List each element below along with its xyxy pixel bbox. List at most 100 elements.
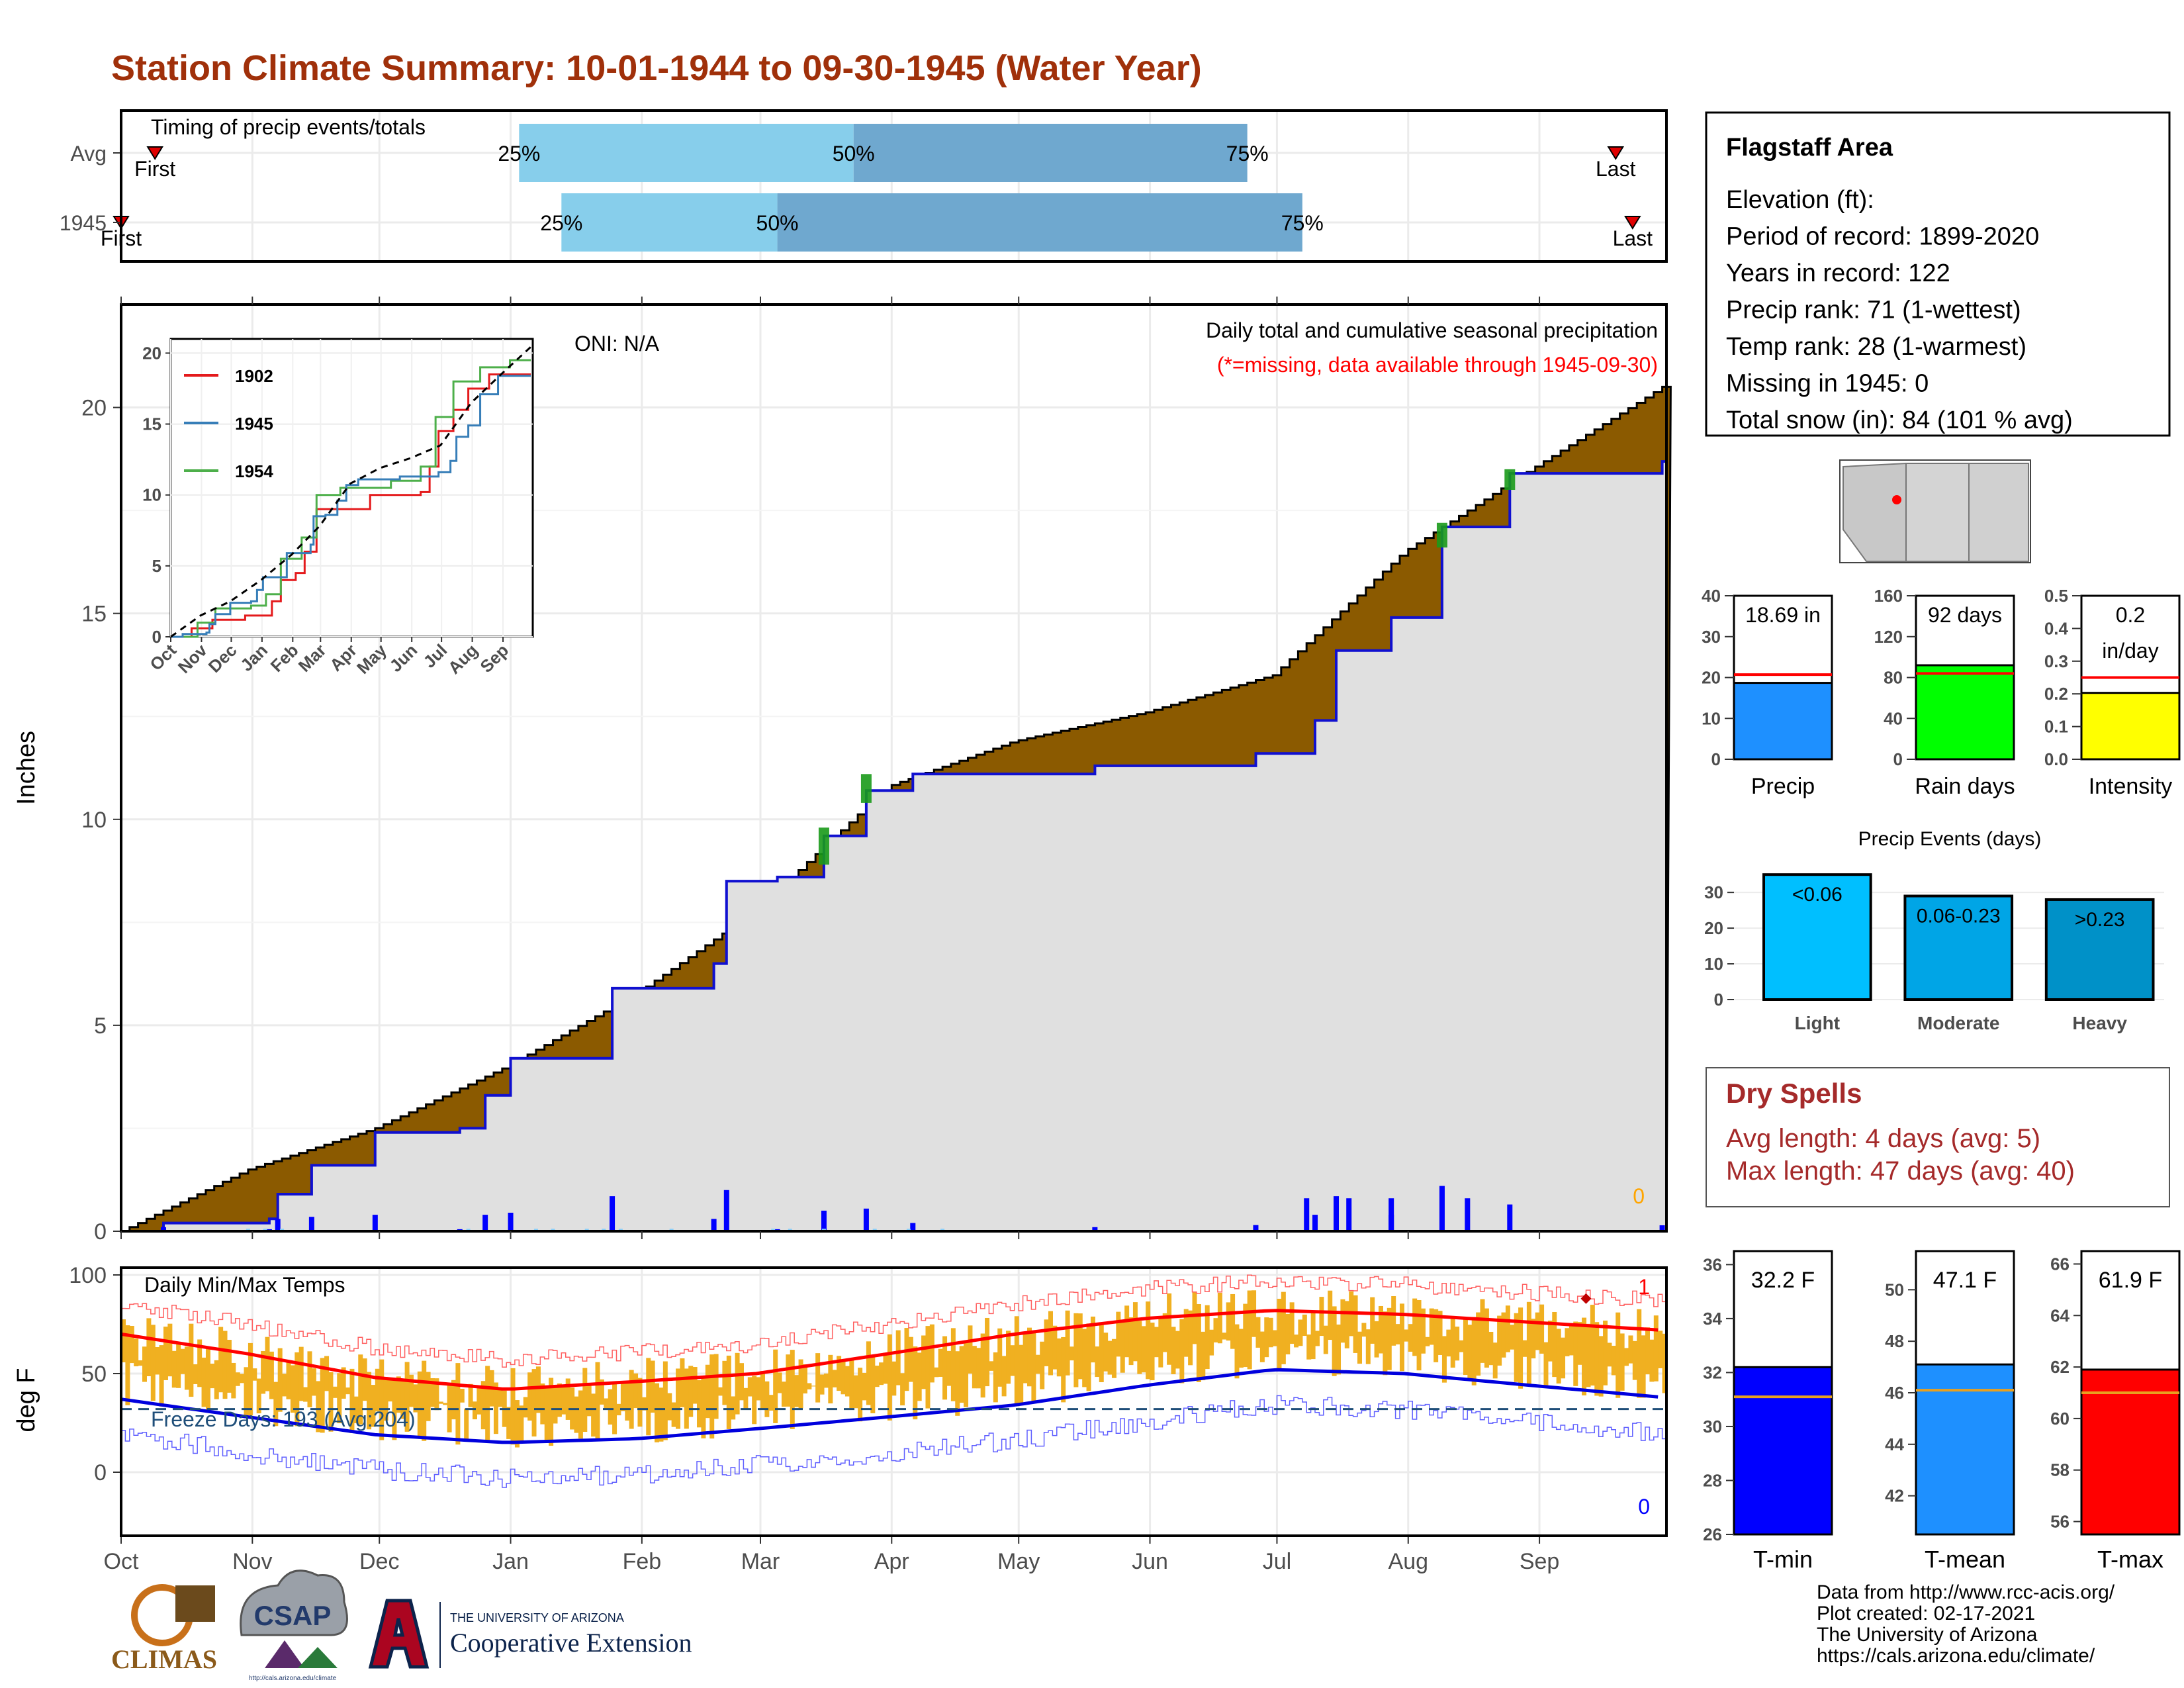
temp-tick-label: 48 (1885, 1331, 1904, 1351)
y-tick-label: 15 (81, 602, 107, 627)
daily-temp-bar (1179, 1319, 1185, 1383)
summary-tick-label: 0.5 (2044, 586, 2068, 606)
daily-temp-bar (625, 1382, 630, 1421)
daily-temp-bar (189, 1323, 194, 1397)
month-tick-label: Jan (492, 1549, 529, 1574)
summary-bar-chart: 0 10 20 30 40 18.69 in Precip (1702, 586, 1833, 799)
daily-temp-bar (1247, 1290, 1252, 1370)
daily-temp-bar (662, 1361, 668, 1440)
temp-frame (120, 1266, 1668, 1537)
month-tick-label: Sep (1520, 1549, 1560, 1574)
daily-precip-bar (160, 1227, 166, 1231)
daily-temp-bar (870, 1355, 876, 1413)
daily-precip-bar (1465, 1198, 1471, 1231)
daily-precip-bar (863, 1208, 869, 1231)
locator-map (1839, 459, 2031, 563)
daily-temp-bar (891, 1361, 897, 1396)
daily-temp-bar (1603, 1320, 1608, 1385)
temp-bar (2080, 1368, 2181, 1536)
daily-temp-bar (1425, 1336, 1430, 1346)
daily-temp-bar (1183, 1309, 1189, 1357)
daily-temp-bar (477, 1387, 482, 1415)
daily-temp-bar (286, 1360, 291, 1399)
daily-temp-bar (1624, 1348, 1629, 1366)
inset-y-tick: 5 (152, 556, 161, 576)
daily-temp-bar (900, 1373, 905, 1406)
daily-temp-bar (1658, 1331, 1663, 1368)
daily-temp-bar (256, 1378, 261, 1414)
daily-temp-bar (1044, 1319, 1049, 1366)
footer-line[interactable]: https://cals.arizona.edu/climate/ (1817, 1645, 2095, 1667)
daily-temp-bar (887, 1334, 892, 1421)
daily-temp-bar (1412, 1298, 1418, 1356)
daily-temp-bar (790, 1350, 795, 1429)
daily-temp-bar (1611, 1346, 1616, 1376)
temp-tick-label: 42 (1885, 1486, 1904, 1506)
cumulative-1945-area (121, 460, 1668, 1233)
daily-temp-bar (184, 1346, 189, 1390)
daily-temp-bar (1289, 1302, 1295, 1344)
page-title: Station Climate Summary: 10-01-1944 to 0… (111, 48, 1202, 88)
daily-temp-bar (1441, 1336, 1447, 1383)
daily-temp-bar (150, 1325, 156, 1401)
summary-bar-chart: 0 40 80 120 160 92 days Rain days (1874, 586, 2015, 799)
daily-temp-bar (1069, 1346, 1074, 1361)
dry-spells-box: Dry Spells Avg length: 4 days (avg: 5) Max… (1706, 1067, 2170, 1207)
daily-temp-bar (129, 1326, 134, 1364)
daily-temp-bar (1476, 1312, 1481, 1376)
daily-precip-bar (1659, 1225, 1665, 1231)
temp-tick-label: 62 (2050, 1357, 2070, 1377)
daily-precip-bar (610, 1196, 615, 1231)
daily-temp-bar (1328, 1290, 1333, 1340)
daily-temp-bar (125, 1325, 130, 1405)
daily-temp-bar (646, 1358, 651, 1436)
summary-bar-name: Rain days (1915, 774, 2015, 799)
events-title: Precip Events (days) (1858, 828, 2042, 850)
daily-temp-bar (1340, 1299, 1345, 1343)
daily-temp-bar (379, 1359, 385, 1440)
surplus-patch (860, 774, 872, 803)
map-arizona (1843, 462, 1907, 562)
daily-temp-bar (671, 1402, 676, 1427)
daily-temp-bar (1590, 1305, 1595, 1386)
daily-temp-bar (768, 1395, 774, 1411)
temp-summary-chart: 42 44 46 48 50 47.1 F T-mean (1885, 1250, 2015, 1573)
inset-y-tick: 20 (142, 343, 161, 363)
daily-temp-bar (324, 1356, 330, 1391)
daily-temp-bar (705, 1364, 710, 1419)
daily-temp-bar (197, 1339, 203, 1387)
temp-tick-label: 44 (1885, 1434, 1904, 1454)
events-tick-label: 0 (1714, 990, 1723, 1009)
daily-temp-bar (193, 1364, 198, 1384)
daily-temp-bar (1484, 1308, 1489, 1368)
daily-temp-bar (1547, 1321, 1553, 1362)
daily-temp-bar (1217, 1292, 1222, 1344)
month-tick-label: Apr (874, 1549, 909, 1574)
daily-temp-bar (535, 1366, 541, 1413)
csap-url: http://cals.arizona.edu/climate (249, 1675, 337, 1682)
daily-temp-bar (142, 1346, 147, 1382)
daily-temp-bar (819, 1374, 825, 1395)
daily-temp-bar (976, 1348, 981, 1389)
daily-temp-bar (777, 1372, 782, 1393)
daily-temp-bar (1471, 1317, 1477, 1385)
daily-temp-bar (1277, 1298, 1282, 1371)
daily-temp-bar (349, 1368, 355, 1434)
daily-temp-bar (1332, 1306, 1337, 1376)
daily-temp-bar (980, 1333, 985, 1398)
daily-temp-bar (841, 1359, 846, 1395)
daily-temp-bar (561, 1385, 567, 1415)
daily-temp-bar (498, 1387, 503, 1407)
daily-temp-bar (146, 1318, 152, 1377)
timing-bar-q3 (853, 124, 1248, 182)
daily-temp-bar (823, 1373, 829, 1388)
temp-y-axis-title: deg F (13, 1368, 40, 1432)
daily-temp-bar (261, 1350, 266, 1394)
daily-temp-bar (523, 1397, 528, 1418)
temp-bar-name: T-min (1753, 1546, 1813, 1573)
daily-temp-bar (514, 1400, 520, 1448)
daily-temp-bar (1137, 1321, 1142, 1374)
daily-temp-bar (629, 1370, 634, 1429)
daily-temp-bar (404, 1362, 410, 1432)
